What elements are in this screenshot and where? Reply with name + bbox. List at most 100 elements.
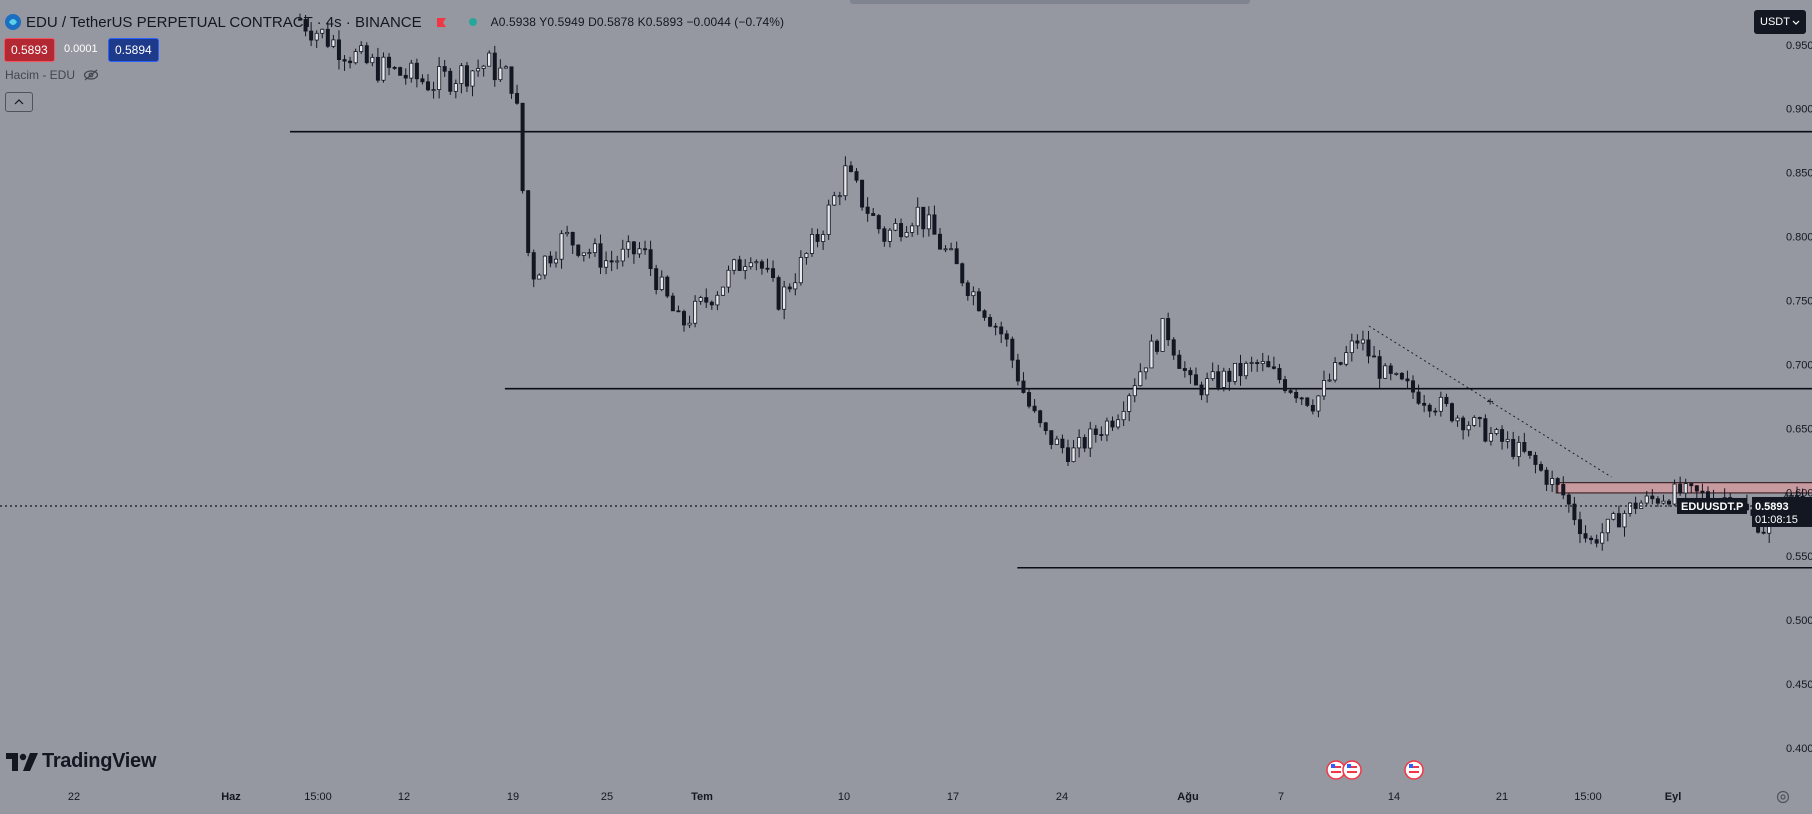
candle-body [1193,374,1198,386]
candle-body [1366,339,1371,357]
candle-body [1449,403,1454,422]
candle-body [442,66,447,72]
candle-body [387,56,392,68]
flag-stripe [1331,771,1341,773]
candle-body [620,248,625,262]
candle-body [732,259,737,271]
candle-body [1667,500,1672,505]
candle-body [1071,447,1076,462]
top-drag-handle[interactable] [850,0,1250,4]
candle-body [1143,367,1148,373]
economic-event-flag-icon[interactable] [1326,760,1346,780]
economic-event-flag-icon[interactable] [1342,760,1362,780]
candle-body [665,276,670,297]
candle-body [375,56,380,81]
candle-body [1628,502,1633,514]
candle-body [1683,483,1688,494]
candle-body [1522,442,1527,452]
flag-icon[interactable] [436,17,447,28]
ohlc-values: A0.5938 Y0.5949 D0.5878 K0.5893 −0.0044 … [490,15,785,29]
symbol-title[interactable]: EDU / TetherUS PERPETUAL CONTRACT · 4s ·… [26,13,422,31]
candle-body [1694,485,1699,492]
candle-body [754,261,759,264]
candle-body [776,277,781,310]
candle-body [587,252,592,254]
candle-body [492,52,497,81]
candle-body [976,291,981,312]
candle-body [637,248,642,255]
candle-body [1344,352,1349,365]
candle-body [1761,531,1766,534]
tradingview-logo[interactable]: TradingView [6,750,156,773]
candle-body [698,297,703,302]
candle-body [1394,372,1399,375]
hidden-eye-icon[interactable] [83,69,99,81]
candle-body [643,248,648,251]
trendline-marker [1487,398,1494,405]
candle-body [520,102,525,192]
flag-canton [1409,764,1413,768]
candle-body [1271,366,1276,369]
candle-body [481,65,486,69]
settings-gear-icon[interactable] [1776,790,1790,804]
candle-body [503,66,508,69]
candle-body [1644,495,1649,504]
candle-body [1333,362,1338,381]
currency-selector[interactable]: USDT [1754,10,1806,34]
buy-price-button[interactable]: 0.5894 [108,38,159,62]
x-tick-label: 19 [507,791,519,803]
candle-body [1177,354,1182,369]
candle-body [1077,437,1082,449]
candle-body [1104,420,1109,436]
candle-body [1155,340,1160,352]
candle-body [737,259,742,271]
candle-body [676,310,681,313]
candle-body [448,70,453,92]
candle-body [459,65,464,84]
candle-body [1043,422,1048,432]
candle-body [910,225,915,233]
candle-body [1065,447,1070,462]
candle-body [1199,384,1204,396]
economic-event-flag-icon[interactable] [1404,760,1424,780]
candle-body [1182,368,1187,371]
candle-body [470,70,475,87]
candle-body [648,249,653,270]
candle-body [1127,395,1132,412]
candle-body [1338,362,1343,365]
candle-body [1622,513,1627,528]
x-tick-label: 24 [1056,791,1068,803]
candle-body [509,66,514,94]
candle-body [932,214,937,235]
candle-body [1583,533,1588,539]
candle-body [1461,417,1466,431]
x-tick-label: 7 [1278,791,1284,803]
candle-body [1188,370,1193,376]
flag-stripe [1347,766,1357,768]
candle-body [1015,359,1020,382]
candle-body [1266,361,1271,368]
candle-body [598,243,603,268]
candle-body [398,67,403,76]
x-tick-label: Haz [221,791,241,803]
candle-body [1004,333,1009,340]
candle-body [1021,380,1026,393]
candle-body [1705,491,1710,500]
candle-body [899,223,904,238]
collapse-legend-button[interactable] [5,92,33,112]
candle-body [1088,428,1093,449]
candle-body [743,266,748,271]
candle-body [1539,464,1544,471]
candle-body [1288,390,1293,393]
volume-indicator-legend[interactable]: Hacim - EDU [5,68,99,82]
sell-price-button[interactable]: 0.5893 [4,38,55,62]
candle-body [565,231,570,235]
candle-body [476,68,481,72]
flag-stripe [1347,771,1357,773]
candle-body [1377,356,1382,379]
candle-body [1355,340,1360,344]
